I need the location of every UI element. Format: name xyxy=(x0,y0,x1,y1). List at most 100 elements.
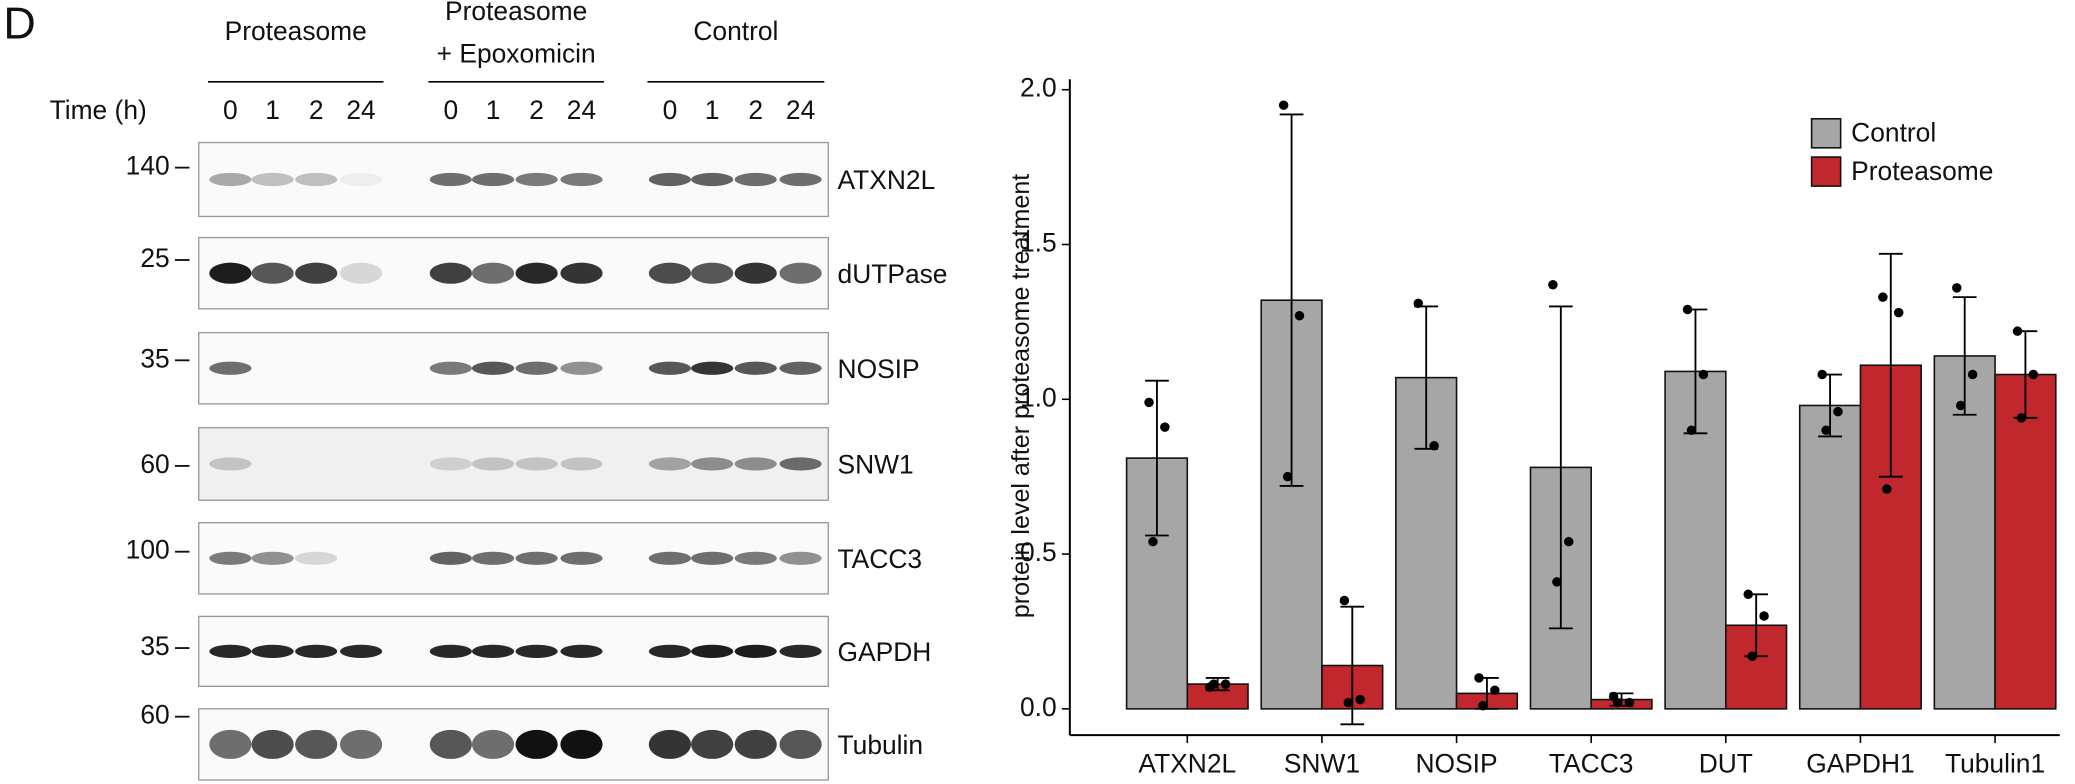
blot-band xyxy=(251,262,294,284)
blot-band xyxy=(648,729,692,759)
blot-band xyxy=(295,551,338,565)
blot-band xyxy=(560,361,603,375)
error-bar xyxy=(1952,296,1977,416)
data-point xyxy=(1474,673,1484,683)
blot-band xyxy=(691,361,734,375)
data-point xyxy=(2012,326,2023,336)
blot-band xyxy=(209,729,252,759)
data-point xyxy=(1698,369,1709,380)
blot-band xyxy=(251,644,294,658)
blot-band xyxy=(209,457,252,471)
blot-band xyxy=(648,457,692,471)
blot-band xyxy=(691,729,734,759)
data-point xyxy=(1552,577,1562,587)
time-point: 2 xyxy=(529,95,544,125)
blot-band xyxy=(691,172,734,187)
blot-band xyxy=(734,551,777,565)
data-point xyxy=(1624,697,1635,708)
blot-band xyxy=(734,644,777,658)
blot-band xyxy=(295,644,338,658)
blot-band xyxy=(471,262,515,284)
blot-band xyxy=(648,361,692,375)
protein-label: GAPDH xyxy=(838,637,932,667)
blot-band xyxy=(429,551,472,565)
legend-swatch xyxy=(1810,156,1842,187)
blot-band xyxy=(560,551,603,565)
time-point: 0 xyxy=(443,95,458,125)
blot-band xyxy=(560,172,603,187)
bar xyxy=(1994,373,2057,710)
y-tick-label: 0.5 xyxy=(1020,537,1057,567)
blot-band xyxy=(560,644,603,658)
blot-band xyxy=(339,172,383,187)
blot-band xyxy=(648,644,692,658)
blot-band xyxy=(691,457,734,471)
time-point: 0 xyxy=(223,95,238,125)
data-point xyxy=(1878,292,1888,302)
blot-band xyxy=(209,644,252,658)
data-point xyxy=(1563,536,1574,547)
blot-strip xyxy=(198,426,829,501)
blot-band xyxy=(339,644,383,658)
marker-label: 35 xyxy=(140,631,169,661)
blot-band xyxy=(295,172,338,187)
y-axis-label: protein level after proteasome treatment xyxy=(1007,174,1035,618)
x-tick-label: NOSIP xyxy=(1416,748,1498,778)
y-tick-label: 1.0 xyxy=(1020,382,1057,412)
marker-label: 140 xyxy=(126,151,170,181)
time-point: 2 xyxy=(309,95,324,125)
blot-band xyxy=(515,172,558,187)
blot-band xyxy=(515,457,558,471)
error-bar xyxy=(1548,305,1573,630)
marker-label: 100 xyxy=(126,535,170,565)
data-point xyxy=(1759,611,1769,621)
blot-band xyxy=(648,262,692,284)
data-point xyxy=(1747,651,1757,661)
data-point xyxy=(1686,425,1697,435)
blot-band xyxy=(251,551,294,565)
group-label: + Epoxomicin xyxy=(437,38,596,68)
blot-band xyxy=(734,172,777,187)
blot-band xyxy=(779,262,822,284)
blot-band xyxy=(734,457,777,471)
data-point xyxy=(1429,440,1439,451)
blot-band xyxy=(209,551,252,565)
time-point: 1 xyxy=(486,95,501,125)
protein-label: Tubulin xyxy=(838,730,924,760)
blot-band xyxy=(779,457,822,471)
protein-label: SNW1 xyxy=(838,450,914,480)
blot-band xyxy=(209,361,252,375)
blot-band xyxy=(429,361,472,375)
protein-label: NOSIP xyxy=(838,354,920,384)
time-point: 24 xyxy=(346,95,375,125)
blot-band xyxy=(779,551,822,565)
time-point: 24 xyxy=(786,95,815,125)
y-tick-label: 2.0 xyxy=(1020,73,1057,103)
blot-band xyxy=(515,644,558,658)
time-point: 1 xyxy=(705,95,720,125)
blot-band xyxy=(734,729,777,759)
legend-label: Proteasome xyxy=(1851,156,1993,186)
x-tick-label: GAPDH1 xyxy=(1806,748,1914,778)
data-point xyxy=(2016,413,2027,423)
blot-band xyxy=(515,551,558,565)
data-point xyxy=(1743,589,1753,600)
blot-band xyxy=(779,729,822,759)
blot-band xyxy=(251,729,294,759)
data-point xyxy=(1144,397,1154,408)
blot-band xyxy=(339,729,383,759)
data-point xyxy=(1148,536,1158,547)
data-point xyxy=(1220,679,1231,689)
blot-band xyxy=(429,172,472,187)
bar xyxy=(1395,376,1458,710)
error-bar xyxy=(1145,379,1169,537)
blot-band xyxy=(648,172,692,187)
time-point: 24 xyxy=(567,95,596,125)
protein-label: dUTPase xyxy=(838,259,948,289)
bar xyxy=(1798,404,1862,710)
blot-band xyxy=(779,172,822,187)
blot-band xyxy=(471,729,515,759)
panel-label: D xyxy=(3,0,35,48)
blot-band xyxy=(515,729,558,759)
blot-band xyxy=(560,729,603,759)
